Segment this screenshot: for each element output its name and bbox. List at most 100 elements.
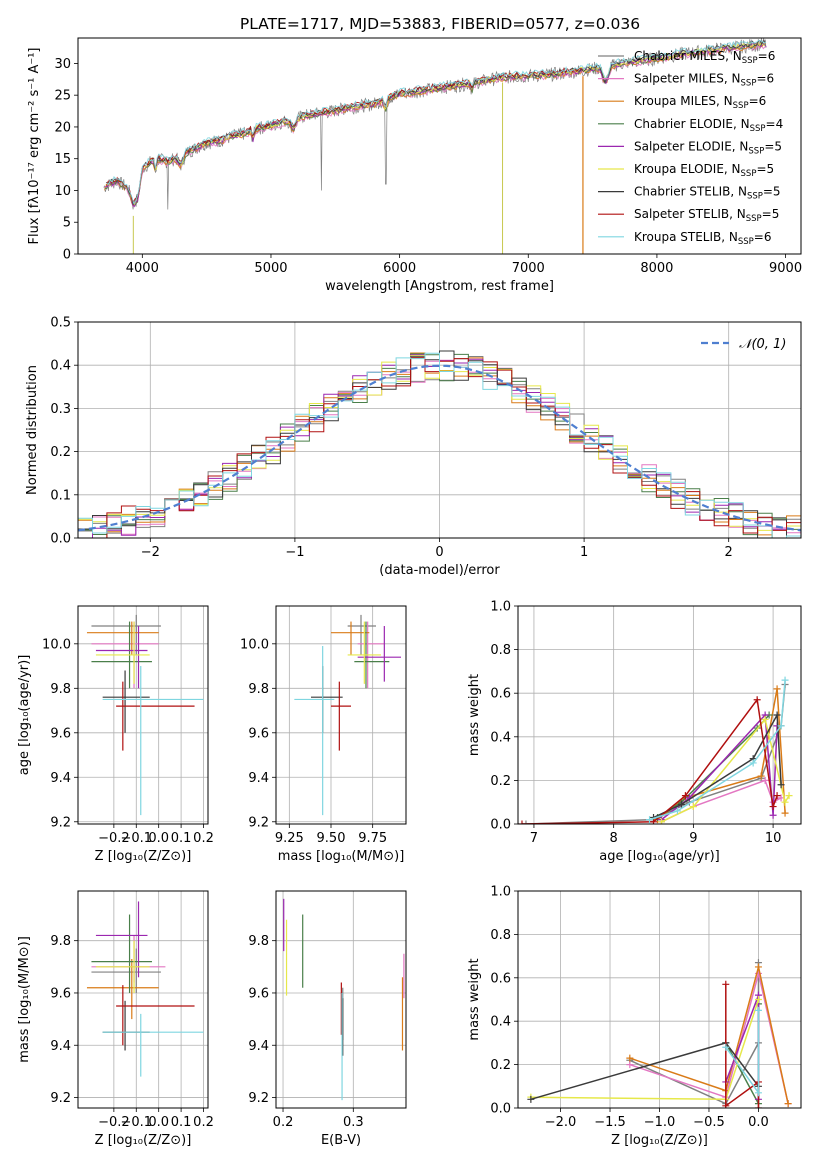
weight-vs-age-frame <box>517 605 802 825</box>
residuals-xlabel: (data-model)/error <box>379 563 500 578</box>
age-vs-z-ytick-label: 10.0 <box>42 637 71 652</box>
weight-vs-z-ylabel: mass weight <box>467 958 482 1040</box>
legend-text: Kroupa MILES, N <box>634 94 733 108</box>
age-vs-mass-frame <box>275 605 407 825</box>
mass-vs-z-ytick-label: 9.2 <box>50 1091 71 1106</box>
age-vs-z-ylabel: age [log₁₀(age/yr)] <box>17 655 32 776</box>
legend-text: Kroupa ELODIE, N <box>634 162 741 176</box>
plots-layer: 4000 5000 6000 7000 8000 9000051015202530wave… <box>17 37 802 1148</box>
residuals-xtick-label: 2 <box>725 545 733 560</box>
legend-label: Salpeter ELODIE, NSSP=5 <box>634 139 782 156</box>
spectrum-xlabel: wavelength [Angstrom, rest frame] <box>325 279 554 294</box>
residuals-ylabel: Normed distribution <box>25 365 40 495</box>
mass-weight-marker <box>761 776 769 784</box>
mass-weight-marker <box>761 715 769 723</box>
age-vs-z-xlabel: Z [log₁₀(Z/Z⊙)] <box>95 849 192 864</box>
legend-text: Chabrier MILES, N <box>634 49 742 63</box>
mass-weight-marker <box>754 1104 762 1108</box>
weight-vs-z-ytick-label: 0.6 <box>490 971 511 986</box>
age-vs-z-ytick-label: 9.6 <box>50 726 71 741</box>
weight-vs-age-ytick-label: 0.6 <box>490 687 511 702</box>
legend-text: =5 <box>763 185 781 199</box>
legend-label: Salpeter MILES, NSSP=6 <box>634 72 774 89</box>
residuals-xtick-label: 1 <box>580 545 588 560</box>
mass-weight-marker <box>769 811 777 819</box>
mass-vs-z-xtick-label: 0.1 <box>171 1115 192 1130</box>
model-spectrum-line <box>105 67 583 203</box>
mass-weight-marker <box>626 1061 634 1069</box>
legend-subscript: SSP <box>738 237 754 247</box>
mass-vs-z-axes: −0.2−0.10.0 0.1 0.2 9.2 9.4 9.6 9.8 Z [log₁₀(Z/… <box>17 890 214 1148</box>
mass-weight-marker <box>722 980 730 988</box>
residuals-axes: −2 −1 0 1 2 0.0 0.1 0.2 0.3 0.4 0.5 (data-model)/er… <box>25 316 802 578</box>
mass-weight-marker <box>681 792 689 800</box>
model-spectrum-line <box>104 41 766 206</box>
age-vs-mass-xtick-label: 9.50 <box>317 831 346 846</box>
weight-vs-age-axes: 7 8 9 10 0.0 0.2 0.4 0.6 0.8 1.0 age [log₁₀(age/yr… <box>467 600 802 864</box>
weight-vs-age-ytick-label: 0.2 <box>490 774 511 789</box>
legend-subscript: SSP <box>747 192 763 202</box>
residuals-ytick-label: 0.3 <box>50 402 71 417</box>
weight-vs-age-ytick-label: 1.0 <box>490 600 511 615</box>
weight-vs-age-xtick-label: 10 <box>765 831 782 846</box>
age-vs-z-plot-area <box>86 614 204 816</box>
mass-weight-line <box>525 684 786 824</box>
age-vs-z-xtick-label: 0.1 <box>171 831 192 846</box>
mass-vs-z-xtick-label: 0.2 <box>193 1115 214 1130</box>
weight-vs-z-ytick-label: 0.8 <box>490 928 511 943</box>
mass-weight-marker <box>749 759 757 767</box>
legend-label: Kroupa MILES, NSSP=6 <box>634 94 766 111</box>
legend-text: Chabrier STELIB, N <box>634 185 747 199</box>
mass-vs-z-ytick-label: 9.4 <box>50 1039 71 1054</box>
legend-subscript: SSP <box>742 56 758 66</box>
legend-text: Kroupa STELIB, N <box>634 230 738 244</box>
spectrum-xtick-label: 4000 <box>126 261 159 276</box>
spectrum-xtick-label: 7000 <box>512 261 545 276</box>
weight-vs-z-ytick-label: 0.0 <box>490 1102 511 1117</box>
mass-weight-marker <box>527 1095 535 1103</box>
residuals-ytick-label: 0.4 <box>50 359 71 374</box>
weight-vs-z-ytick-label: 0.2 <box>490 1058 511 1073</box>
weight-vs-z-xlabel: Z [log₁₀(Z/Z⊙)] <box>611 1133 708 1148</box>
weight-vs-age-ytick-label: 0.0 <box>490 818 511 833</box>
spectrum-ytick-label: 25 <box>54 89 71 104</box>
weight-vs-age-ytick-label: 0.4 <box>490 730 511 745</box>
mass-vs-z-ytick-label: 9.6 <box>50 986 71 1001</box>
mass-vs-z-xtick-label: −0.1 <box>120 1115 152 1130</box>
legend-text: =5 <box>764 139 782 153</box>
age-vs-mass-xtick-label: 9.25 <box>275 831 304 846</box>
age-vs-mass-xtick-label: 9.75 <box>358 831 387 846</box>
mass-vs-ebv-xlabel: E(B-V) <box>321 1133 361 1148</box>
legend-subscript: SSP <box>746 214 762 224</box>
mass-weight-marker <box>657 818 665 824</box>
age-vs-mass-ytick-label: 9.4 <box>248 771 269 786</box>
mass-weight-marker <box>626 1054 634 1062</box>
mass-weight-marker <box>784 1100 792 1108</box>
weight-vs-z-axes: −2.0 −1.5 −1.0 −0.5 0.0 0.0 0.2 0.4 0.6 0.8 1.0 Z [… <box>467 885 802 1148</box>
mass-weight-marker <box>769 803 777 811</box>
spectrum-frame <box>77 37 802 255</box>
weight-vs-z-frame <box>517 890 802 1109</box>
legend-text: Salpeter ELODIE, N <box>634 139 748 153</box>
weight-vs-z-xtick-label: 0.0 <box>748 1115 769 1130</box>
legend-label: 𝒩(0, 1) <box>739 337 786 352</box>
residuals-ytick-label: 0.2 <box>50 445 71 460</box>
legend-label: Salpeter STELIB, NSSP=5 <box>634 207 779 224</box>
mass-vs-ebv-ytick-label: 9.8 <box>248 934 269 949</box>
residual-histogram-step <box>78 352 801 538</box>
weight-vs-z-xtick-label: −1.5 <box>594 1115 626 1130</box>
mass-vs-ebv-xtick-label: 0.2 <box>273 1115 294 1130</box>
weight-vs-z-xtick-label: −0.5 <box>693 1115 725 1130</box>
mass-weight-marker <box>518 820 526 824</box>
legend-subscript: SSP <box>741 169 757 179</box>
spectrum-ytick-label: 10 <box>54 184 71 199</box>
spectrum-ytick-label: 5 <box>63 216 71 231</box>
residuals-ytick-label: 0.0 <box>50 532 71 547</box>
residuals-frame <box>77 321 802 539</box>
spectrum-xtick-label: 5000 <box>254 261 287 276</box>
mass-vs-ebv-ytick-label: 9.4 <box>248 1039 269 1054</box>
mass-weight-marker <box>781 676 789 684</box>
mass-weight-marker <box>777 722 785 730</box>
legend-label: Kroupa STELIB, NSSP=6 <box>634 230 772 247</box>
